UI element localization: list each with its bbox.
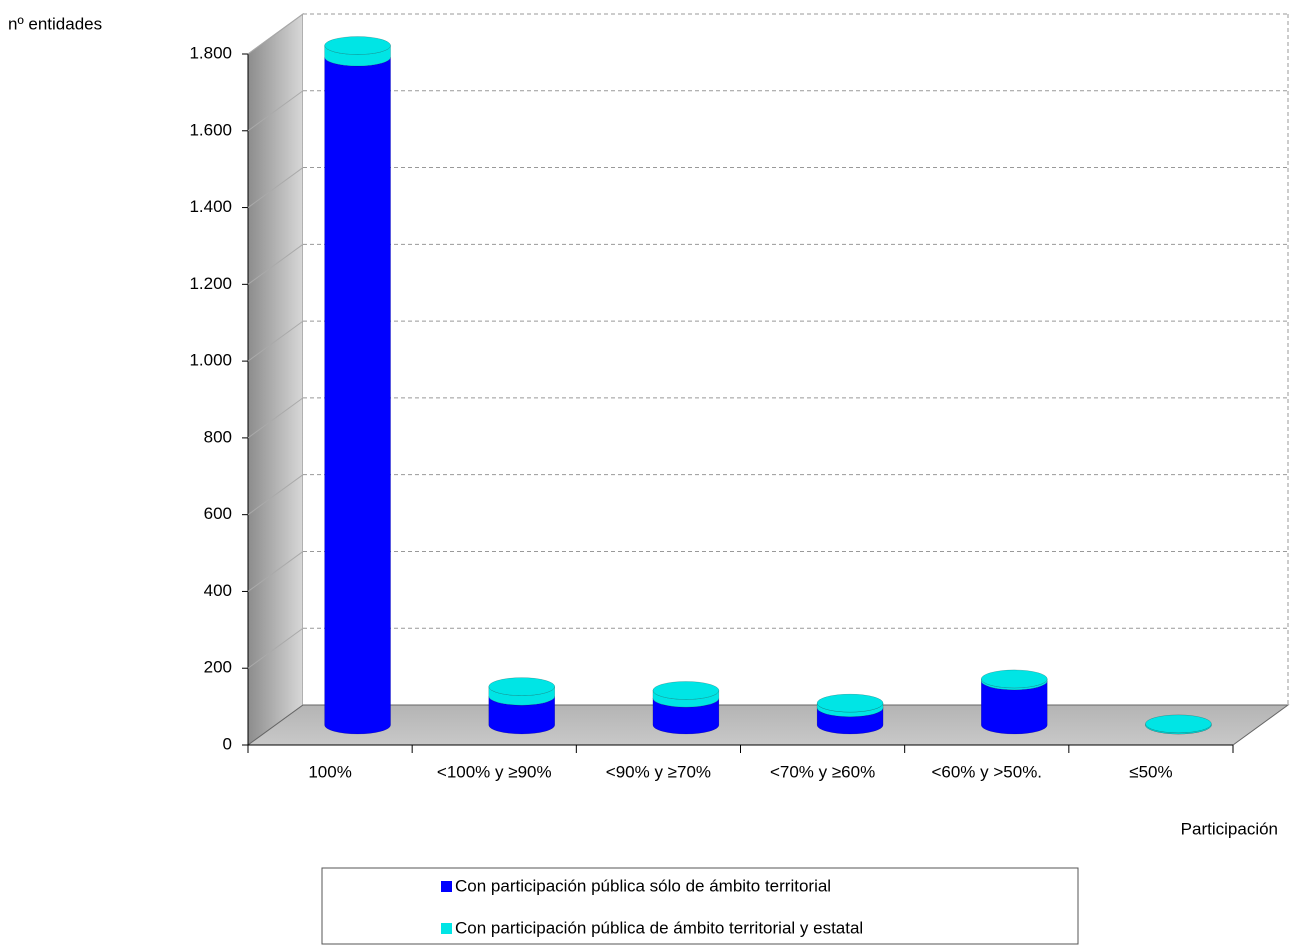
grid-line bbox=[247, 167, 304, 208]
legend-label: Con participación pública de ámbito terr… bbox=[455, 918, 863, 937]
bar-cap bbox=[488, 677, 555, 696]
y-tick-label: 600 bbox=[204, 504, 232, 523]
grid-line bbox=[247, 243, 304, 285]
legend-swatch bbox=[441, 881, 452, 892]
bar-cap bbox=[1145, 714, 1212, 734]
y-tick-label: 1.200 bbox=[189, 274, 232, 293]
x-tick-label: <60% y >50%. bbox=[931, 762, 1042, 781]
grid-line bbox=[247, 90, 304, 132]
bar-cap bbox=[816, 693, 884, 713]
x-tick-label: <90% y ≥70% bbox=[606, 762, 711, 781]
grid-line bbox=[247, 474, 304, 516]
bar-cap bbox=[652, 681, 720, 700]
y-tick-label: 800 bbox=[204, 427, 232, 446]
grid-line bbox=[247, 397, 304, 439]
legend-swatch bbox=[441, 923, 452, 934]
grid-line bbox=[247, 627, 304, 669]
y-tick-label: 1.800 bbox=[189, 43, 232, 62]
grid-line bbox=[247, 551, 304, 592]
floor bbox=[246, 704, 1290, 746]
back-wall bbox=[303, 14, 1288, 705]
grid-line bbox=[247, 13, 304, 55]
bar-segment bbox=[324, 56, 391, 735]
y-tick-label: 1.600 bbox=[189, 120, 232, 139]
x-tick-label: ≤50% bbox=[1129, 762, 1172, 781]
y-tick-label: 1.400 bbox=[189, 197, 232, 216]
x-tick-label: 100% bbox=[308, 762, 351, 781]
y-tick-label: 0 bbox=[223, 734, 232, 753]
y-axis-title: nº entidades bbox=[8, 14, 102, 33]
grid-line bbox=[247, 320, 304, 362]
side-wall bbox=[247, 13, 304, 746]
legend-label: Con participación pública sólo de ámbito… bbox=[455, 876, 831, 895]
y-tick-label: 1.000 bbox=[189, 351, 232, 370]
y-tick-label: 400 bbox=[204, 581, 232, 600]
bar-cap bbox=[324, 36, 391, 55]
x-tick-label: <70% y ≥60% bbox=[770, 762, 875, 781]
x-axis-title: Participación bbox=[1181, 819, 1278, 838]
y-tick-label: 200 bbox=[204, 658, 232, 677]
x-tick-label: <100% y ≥90% bbox=[437, 762, 552, 781]
bar-cap bbox=[981, 669, 1048, 689]
